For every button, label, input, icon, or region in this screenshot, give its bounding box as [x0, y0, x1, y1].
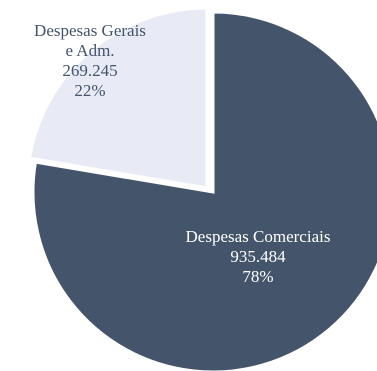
slice-1-label-line-1: e Adm. [65, 41, 114, 60]
pie-slice-0 [31, 10, 377, 371]
slice-0-value-label: 935.484 [230, 247, 286, 266]
slice-1-value-label: 269.245 [62, 61, 117, 80]
slice-1-percent-label: 22% [74, 81, 105, 100]
pie-slice-1 [27, 6, 209, 190]
slice-1-label-line-0: Despesas Gerais [34, 21, 146, 40]
slice-0-label-line-0: Despesas Comerciais [186, 227, 331, 246]
pie-slices [27, 6, 377, 371]
slice-0-percent-label: 78% [242, 267, 273, 286]
